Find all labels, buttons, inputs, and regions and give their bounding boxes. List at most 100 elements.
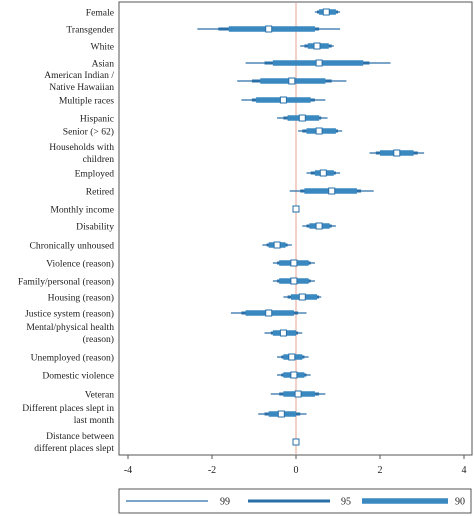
coef-row: [197, 25, 341, 33]
point-estimate-marker: [315, 59, 323, 67]
coef-row: [302, 222, 336, 230]
row-label: Hispanic: [80, 114, 114, 125]
row-label-line: Asian: [92, 59, 115, 70]
row-label: Transgender: [66, 25, 114, 36]
row-label: Distance between different places slept: [34, 431, 114, 454]
coef-row: [262, 241, 292, 249]
point-estimate-marker: [328, 187, 336, 195]
row-label: Asian: [92, 59, 115, 70]
point-estimate-marker: [292, 438, 300, 446]
row-label-line: Transgender: [66, 25, 114, 36]
x-tick-label: -4: [124, 465, 132, 476]
coef-row: [277, 114, 328, 122]
row-label: Mental/physical health (reason): [26, 322, 114, 345]
row-label-line: Hispanic: [80, 114, 114, 125]
row-label: Family/personal (reason): [18, 277, 114, 288]
point-estimate-marker: [322, 8, 330, 16]
row-label-line: Justice system (reason): [25, 309, 114, 320]
legend-label: 95: [341, 497, 351, 508]
row-label: Chronically unhoused: [30, 241, 115, 252]
legend-label: 90: [455, 497, 465, 508]
point-estimate-marker: [315, 222, 323, 230]
coef-row: [270, 390, 326, 398]
row-label-line: Households with: [49, 142, 114, 153]
row-label-line: last month: [74, 415, 114, 426]
coef-row: [272, 259, 315, 267]
point-estimate-marker: [313, 42, 321, 50]
row-label: Multiple races: [59, 96, 114, 107]
row-label-line: Native Hawaiian: [49, 82, 114, 93]
row-label: Domestic violence: [42, 371, 114, 382]
row-label: Veteran: [85, 390, 114, 401]
coef-row: [237, 77, 347, 85]
point-estimate-marker: [315, 127, 323, 135]
point-estimate-marker: [298, 293, 306, 301]
row-label-line: Family/personal (reason): [18, 277, 114, 288]
coef-row: [258, 410, 307, 418]
row-label-line: Monthly income: [50, 205, 114, 216]
point-estimate-marker: [265, 309, 273, 317]
row-label-line: White: [91, 42, 114, 53]
row-label-line: Mental/physical health: [26, 322, 114, 333]
x-tick-label: 0: [294, 465, 299, 476]
row-label: Violence (reason): [46, 259, 114, 270]
row-label: American Indian / Native Hawaiian: [44, 70, 114, 93]
row-label-line: Multiple races: [59, 96, 114, 107]
coef-row: [245, 59, 391, 67]
row-label: Different places slept in last month: [22, 403, 114, 426]
legend-label: 99: [220, 497, 230, 508]
row-label-line: children: [83, 154, 115, 165]
row-label: Justice system (reason): [25, 309, 114, 320]
point-estimate-marker: [294, 390, 302, 398]
coef-row: [306, 169, 341, 177]
coef-row: [272, 277, 315, 285]
row-label-line: Unemployed (reason): [31, 353, 114, 364]
coef-row: [292, 205, 300, 213]
row-label: Retired: [86, 187, 114, 198]
row-label-line: Veteran: [85, 390, 114, 401]
row-label: Employed: [75, 169, 115, 180]
point-estimate-marker: [288, 353, 296, 361]
point-estimate-marker: [273, 241, 281, 249]
point-estimate-marker: [393, 149, 401, 157]
point-estimate-marker: [288, 77, 296, 85]
rows-layer: [197, 8, 425, 446]
point-estimate-marker: [298, 114, 306, 122]
row-label: Monthly income: [50, 205, 114, 216]
coef-row: [369, 149, 425, 157]
row-label-line: Domestic violence: [42, 371, 114, 382]
x-tick-label: -2: [208, 465, 216, 476]
row-label-line: Employed: [75, 169, 115, 180]
point-estimate-marker: [319, 169, 327, 177]
point-estimate-marker: [277, 410, 285, 418]
point-estimate-marker: [279, 329, 287, 337]
row-label: Unemployed (reason): [31, 353, 114, 364]
row-label-line: Retired: [86, 187, 114, 198]
point-estimate-marker: [292, 205, 300, 213]
coef-row: [277, 371, 311, 379]
coef-row: [289, 187, 374, 195]
row-label-line: Housing (reason): [48, 293, 114, 304]
coef-row: [283, 293, 322, 301]
row-label-line: Senior (> 62): [63, 127, 114, 138]
row-label: Senior (> 62): [63, 127, 114, 138]
row-label-line: different places slept: [34, 443, 114, 454]
point-estimate-marker: [290, 277, 298, 285]
point-estimate-marker: [279, 96, 287, 104]
row-label: White: [91, 42, 114, 53]
point-estimate-marker: [265, 25, 273, 33]
coef-row: [277, 353, 309, 361]
row-label-line: American Indian /: [44, 70, 114, 81]
coef-row: [241, 96, 326, 104]
row-label-line: Female: [86, 8, 114, 19]
coef-row: [298, 127, 343, 135]
row-label-line: Chronically unhoused: [30, 241, 115, 252]
row-label-line: Different places slept in: [22, 403, 114, 414]
x-tick-label: 4: [462, 465, 467, 476]
row-label-line: Disability: [76, 222, 114, 233]
coef-row: [230, 309, 307, 317]
row-label: Disability: [76, 222, 114, 233]
row-label: Housing (reason): [48, 293, 114, 304]
